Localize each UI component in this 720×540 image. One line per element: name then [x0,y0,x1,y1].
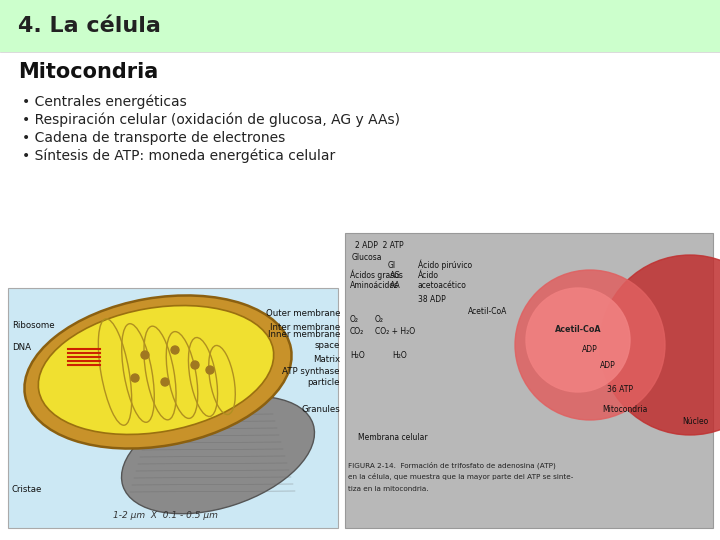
Text: • Cadena de transporte de electrones: • Cadena de transporte de electrones [22,131,285,145]
Text: GI: GI [388,260,396,269]
Text: Inner membrane
space: Inner membrane space [268,330,340,350]
Text: FIGURA 2-14.  Formación de trifosfato de adenosina (ATP): FIGURA 2-14. Formación de trifosfato de … [348,461,556,469]
Text: Ácido pirúvico: Ácido pirúvico [418,260,472,270]
Text: Ribosome: Ribosome [12,321,55,329]
Text: CO₂ + H₂O: CO₂ + H₂O [375,327,415,336]
Text: O₂: O₂ [350,315,359,325]
Text: Ácidos grasos: Ácidos grasos [350,270,403,280]
Text: 1-2 μm  X  0.1 - 0.5 μm: 1-2 μm X 0.1 - 0.5 μm [112,511,217,520]
Text: Acetil-CoA: Acetil-CoA [554,326,601,334]
FancyBboxPatch shape [345,233,713,528]
Circle shape [600,255,720,435]
Circle shape [141,351,149,359]
Text: Ácido: Ácido [418,271,439,280]
Text: CO₂: CO₂ [350,327,364,336]
Text: Membrana celular: Membrana celular [358,434,428,442]
Text: Matrix: Matrix [313,354,340,363]
Text: Aminoácidos: Aminoácidos [350,280,399,289]
Circle shape [131,374,139,382]
Text: 4. La célula: 4. La célula [18,16,161,36]
Text: O₂: O₂ [375,315,384,325]
Text: H₂O: H₂O [392,350,407,360]
Text: Outer membrane: Outer membrane [266,308,340,318]
Text: Mitocondria: Mitocondria [603,406,648,415]
Ellipse shape [122,396,315,514]
Circle shape [206,366,214,374]
Ellipse shape [24,295,292,449]
Circle shape [515,270,665,420]
Text: ADP: ADP [582,346,598,354]
Text: H₂O: H₂O [350,350,365,360]
Text: • Centrales energéticas: • Centrales energéticas [22,94,186,109]
Text: Granules: Granules [301,406,340,415]
Text: • Respiración celular (oxidación de glucosa, AG y AAs): • Respiración celular (oxidación de gluc… [22,113,400,127]
Text: Acetil-CoA: Acetil-CoA [468,307,508,316]
FancyBboxPatch shape [8,288,338,528]
Text: Núcleo: Núcleo [682,417,708,427]
Text: Cristae: Cristae [12,485,42,495]
Text: tiza en la mitocondria.: tiza en la mitocondria. [348,486,428,492]
Text: 38 ADP: 38 ADP [418,295,446,305]
Circle shape [526,288,630,392]
Text: en la célula, que muestra que la mayor parte del ATP se sinte-: en la célula, que muestra que la mayor p… [348,474,573,481]
Bar [0,0,720,52]
Circle shape [191,361,199,369]
Text: AA: AA [390,280,401,289]
Text: ATP synthase
particle: ATP synthase particle [282,367,340,387]
Text: 36 ATP: 36 ATP [607,386,633,395]
Text: 2 ADP  2 ATP: 2 ADP 2 ATP [355,240,404,249]
Text: AG: AG [390,271,401,280]
Text: Glucosa: Glucosa [352,253,382,262]
Circle shape [161,378,169,386]
Text: Mitocondria: Mitocondria [18,62,158,82]
Text: acetoacético: acetoacético [418,280,467,289]
Ellipse shape [38,306,274,435]
Text: DNA: DNA [12,342,31,352]
Text: Inter membrane: Inter membrane [270,323,340,333]
Circle shape [171,346,179,354]
Text: ADP: ADP [600,361,616,369]
Text: • Síntesis de ATP: moneda energética celular: • Síntesis de ATP: moneda energética cel… [22,148,336,163]
